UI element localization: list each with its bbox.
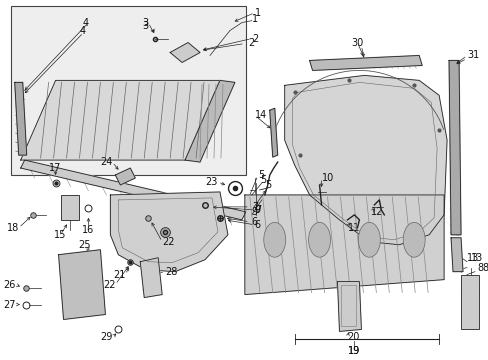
Text: 23: 23 [205, 177, 218, 187]
Ellipse shape [308, 222, 330, 257]
Text: 19: 19 [347, 346, 360, 356]
Text: 9: 9 [251, 207, 258, 217]
Text: 16: 16 [82, 225, 94, 235]
Text: 10: 10 [321, 173, 333, 183]
Text: 7: 7 [251, 202, 258, 212]
Text: 5: 5 [264, 180, 270, 190]
Text: 29: 29 [100, 332, 112, 342]
Text: 22: 22 [162, 237, 174, 247]
Text: 15: 15 [54, 230, 67, 240]
Text: 5: 5 [259, 175, 265, 185]
Text: 28: 28 [165, 267, 177, 276]
Text: 2: 2 [247, 37, 254, 48]
Text: 27: 27 [3, 300, 16, 310]
Ellipse shape [403, 222, 424, 257]
Text: 30: 30 [350, 37, 363, 48]
Polygon shape [115, 168, 135, 185]
Text: 7: 7 [254, 205, 261, 215]
Text: 14: 14 [254, 110, 266, 120]
Text: 9: 9 [254, 205, 261, 215]
Text: 22: 22 [102, 280, 115, 289]
Polygon shape [450, 238, 462, 272]
Text: 1: 1 [254, 8, 261, 18]
FancyBboxPatch shape [11, 6, 245, 175]
Text: 12: 12 [370, 207, 383, 217]
Text: 1: 1 [251, 14, 258, 24]
Text: 13: 13 [466, 253, 478, 263]
Text: 19: 19 [347, 346, 360, 356]
Polygon shape [59, 250, 105, 319]
Text: 3: 3 [142, 18, 148, 28]
Text: 4: 4 [79, 26, 85, 36]
Text: 25: 25 [78, 240, 90, 250]
Polygon shape [284, 75, 446, 245]
Text: 31: 31 [466, 50, 478, 60]
Text: 13: 13 [470, 253, 482, 263]
Bar [61, 195, 79, 220]
Polygon shape [110, 192, 227, 272]
Text: 2: 2 [251, 33, 258, 44]
Polygon shape [170, 42, 200, 62]
Polygon shape [448, 60, 460, 235]
Polygon shape [269, 108, 277, 157]
Text: 3: 3 [142, 21, 148, 31]
Polygon shape [20, 160, 245, 220]
Polygon shape [244, 195, 443, 294]
Polygon shape [337, 282, 361, 332]
Text: 8: 8 [476, 263, 482, 273]
Polygon shape [140, 258, 162, 298]
Polygon shape [15, 82, 27, 155]
Text: 6: 6 [254, 220, 261, 230]
Polygon shape [185, 80, 234, 162]
Polygon shape [309, 55, 421, 71]
Bar [460, 275, 478, 329]
Polygon shape [20, 80, 220, 160]
Ellipse shape [263, 222, 285, 257]
Text: 4: 4 [82, 18, 88, 28]
Text: 11: 11 [347, 223, 359, 233]
Text: 18: 18 [6, 223, 19, 233]
Bar [341, 285, 356, 327]
Text: 21: 21 [113, 270, 125, 280]
Text: 26: 26 [3, 280, 16, 289]
Text: 5: 5 [257, 170, 264, 180]
Text: 8: 8 [481, 263, 487, 273]
Ellipse shape [358, 222, 380, 257]
Text: 24: 24 [100, 157, 112, 167]
Text: 17: 17 [49, 163, 61, 173]
Text: 20: 20 [347, 332, 359, 342]
Text: 6: 6 [251, 217, 258, 227]
